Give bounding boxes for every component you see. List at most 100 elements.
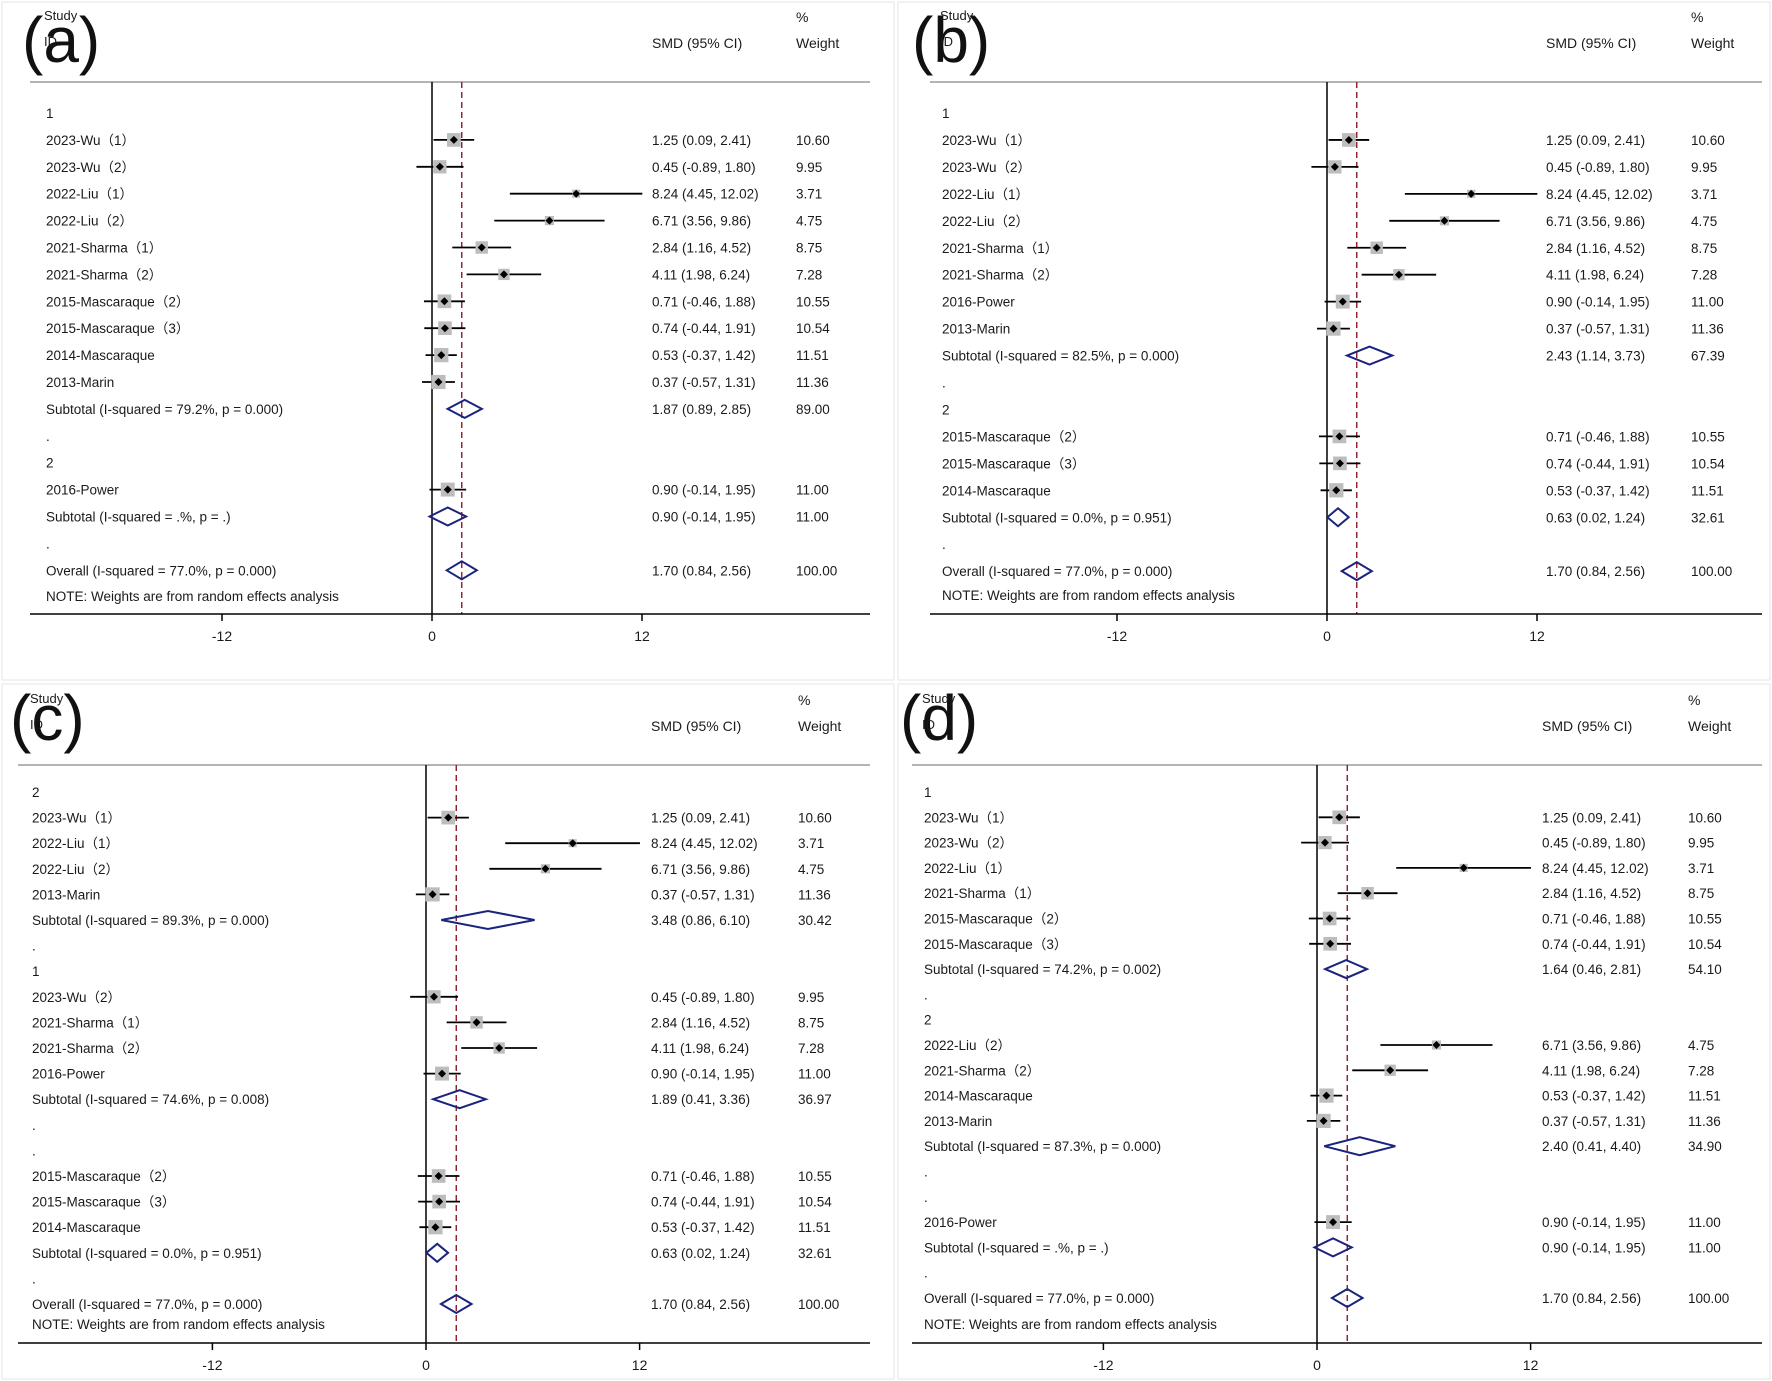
effect-text: 2.40 (0.41, 4.40) [1542, 1139, 1641, 1154]
row-label: . [32, 1271, 36, 1286]
point-estimate [1363, 889, 1372, 898]
point-estimate [1325, 914, 1334, 923]
row-study: 2023-Wu（1） 1.25 (0.09, 2.41) 10.60 [924, 810, 1722, 825]
row-label: . [924, 1266, 928, 1281]
row-group: 2 [32, 785, 40, 800]
point-estimate [1394, 270, 1403, 279]
row-study: 2016-Power 0.90 (-0.14, 1.95) 11.00 [46, 483, 829, 498]
row-study: 2014-Mascaraque 0.53 (-0.37, 1.42) 11.51 [46, 347, 829, 363]
point-estimate [1335, 459, 1344, 468]
effect-text: 0.37 (-0.57, 1.31) [1546, 322, 1650, 337]
header-effect: SMD (95% CI) [652, 35, 742, 51]
row-study: 2023-Wu（1） 1.25 (0.09, 2.41) 10.60 [32, 811, 832, 826]
row-study: 2021-Sharma（2） 4.11 (1.98, 6.24) 7.28 [46, 267, 822, 282]
point-estimate [1332, 486, 1341, 495]
x-tick-label: 0 [1323, 628, 1331, 644]
point-estimate [1372, 243, 1381, 252]
header-weight: Weight [1691, 35, 1734, 51]
row-subtotal: Subtotal (I-squared = .%, p = .) 0.90 (-0… [46, 506, 829, 527]
row-study: 2013-Marin 0.37 (-0.57, 1.31) 11.36 [924, 1113, 1721, 1129]
row-study: 2015-Mascaraque（2） 0.71 (-0.46, 1.88) 10.5… [942, 429, 1725, 444]
row-subtotal: Subtotal (I-squared = 74.6%, p = 0.008) 1… [32, 1089, 832, 1110]
point-estimate [440, 324, 449, 333]
row-subtotal: Subtotal (I-squared = 79.2%, p = 0.000) 1… [46, 398, 830, 420]
row-study: 2022-Liu（2） 6.71 (3.56, 9.86) 4.75 [32, 862, 824, 877]
weight-text: 11.00 [798, 1067, 831, 1082]
effect-text: 1.70 (0.84, 2.56) [651, 1297, 750, 1312]
point-estimate [1335, 813, 1344, 822]
row-label: 2014-Mascaraque [32, 1220, 141, 1235]
row-study: 2013-Marin 0.37 (-0.57, 1.31) 11.36 [46, 374, 829, 390]
row-study: 2023-Wu（1） 1.25 (0.09, 2.41) 10.60 [46, 133, 830, 148]
effect-text: 0.90 (-0.14, 1.95) [1542, 1240, 1646, 1255]
effect-text: 0.90 (-0.14, 1.95) [1542, 1215, 1646, 1230]
pooled-diamond [444, 560, 479, 581]
effect-text: 0.90 (-0.14, 1.95) [652, 483, 756, 498]
row-study: 2022-Liu（2） 6.71 (3.56, 9.86) 4.75 [942, 214, 1717, 229]
row-label: 2023-Wu（1） [32, 811, 121, 826]
row-label: 2023-Wu（2） [46, 160, 135, 175]
effect-text: 0.37 (-0.57, 1.31) [651, 887, 755, 902]
weight-text: 10.55 [796, 294, 830, 309]
row-study: 2022-Liu（1） 8.24 (4.45, 12.02) 3.71 [942, 187, 1717, 202]
weight-text: 11.51 [798, 1220, 831, 1235]
row-label: 1 [924, 785, 932, 800]
row-label: 2 [32, 785, 40, 800]
point-estimate [1440, 216, 1449, 225]
effect-text: 4.11 (1.98, 6.24) [1542, 1063, 1640, 1078]
row-dot: . [46, 536, 50, 551]
footnote: NOTE: Weights are from random effects an… [924, 1317, 1217, 1332]
weight-text: 8.75 [1688, 886, 1714, 901]
effect-text: 0.71 (-0.46, 1.88) [1542, 912, 1646, 927]
weight-text: 4.75 [1691, 214, 1717, 229]
panel-b: (b)Study ID SMD (95% CI)% Weight 1 2023-Wu（1）… [897, 1, 1771, 681]
effect-text: 6.71 (3.56, 9.86) [1546, 214, 1645, 229]
weight-text: 32.61 [798, 1246, 832, 1261]
effect-text: 0.37 (-0.57, 1.31) [1542, 1114, 1646, 1129]
row-label: 2021-Sharma（2） [942, 268, 1058, 283]
weight-text: 10.55 [798, 1169, 832, 1184]
weight-text: 10.54 [1688, 937, 1722, 952]
effect-text: 1.70 (0.84, 2.56) [652, 563, 751, 578]
weight-text: 8.75 [796, 241, 822, 256]
row-study: 2022-Liu（2） 6.71 (3.56, 9.86) 4.75 [924, 1038, 1714, 1053]
row-label: . [32, 1143, 36, 1158]
row-study: 2015-Mascaraque（2） 0.71 (-0.46, 1.88) 10.5… [46, 294, 830, 309]
point-estimate [1326, 939, 1335, 948]
effect-text: 1.25 (0.09, 2.41) [1546, 133, 1645, 148]
row-dot: . [924, 1266, 928, 1281]
pooled-diamond [427, 506, 469, 527]
row-dot: . [46, 429, 50, 444]
effect-text: 0.63 (0.02, 1.24) [1546, 510, 1645, 525]
row-study: 2021-Sharma（1） 2.84 (1.16, 4.52) 8.75 [942, 241, 1717, 256]
row-group: 2 [942, 402, 950, 417]
pooled-diamond [438, 1293, 474, 1315]
row-label: 2 [942, 402, 950, 417]
footnote: NOTE: Weights are from random effects an… [32, 1317, 325, 1332]
row-group: 1 [924, 785, 932, 800]
row-subtotal: Subtotal (I-squared = 87.3%, p = 0.000) 2… [924, 1136, 1722, 1157]
row-study: 2023-Wu（2） 0.45 (-0.89, 1.80) 9.95 [32, 990, 824, 1005]
point-estimate [438, 1069, 447, 1078]
row-label: 2023-Wu（1） [942, 133, 1031, 148]
row-label: . [46, 429, 50, 444]
pooled-diamond [424, 1242, 450, 1264]
row-label: 2013-Marin [924, 1114, 992, 1129]
effect-text: 0.53 (-0.37, 1.42) [1546, 483, 1650, 498]
row-label: 2023-Wu（1） [46, 133, 135, 148]
pooled-diamond [430, 1089, 489, 1110]
weight-text: 11.51 [1688, 1089, 1721, 1104]
row-label: Overall (I-squared = 77.0%, p = 0.000) [942, 564, 1172, 579]
pooled-diamond [441, 909, 535, 931]
point-estimate [431, 1223, 440, 1232]
point-estimate [1329, 324, 1338, 333]
row-label: 2013-Marin [46, 375, 114, 390]
point-estimate [1329, 1218, 1338, 1227]
weight-text: 8.75 [798, 1015, 824, 1030]
point-estimate [443, 485, 452, 494]
row-subtotal: Subtotal (I-squared = .%, p = .) 0.90 (-0… [924, 1237, 1721, 1258]
effect-text: 6.71 (3.56, 9.86) [1542, 1038, 1641, 1053]
point-estimate [434, 378, 443, 386]
row-study: 2023-Wu（2） 0.45 (-0.89, 1.80) 9.95 [924, 836, 1714, 851]
